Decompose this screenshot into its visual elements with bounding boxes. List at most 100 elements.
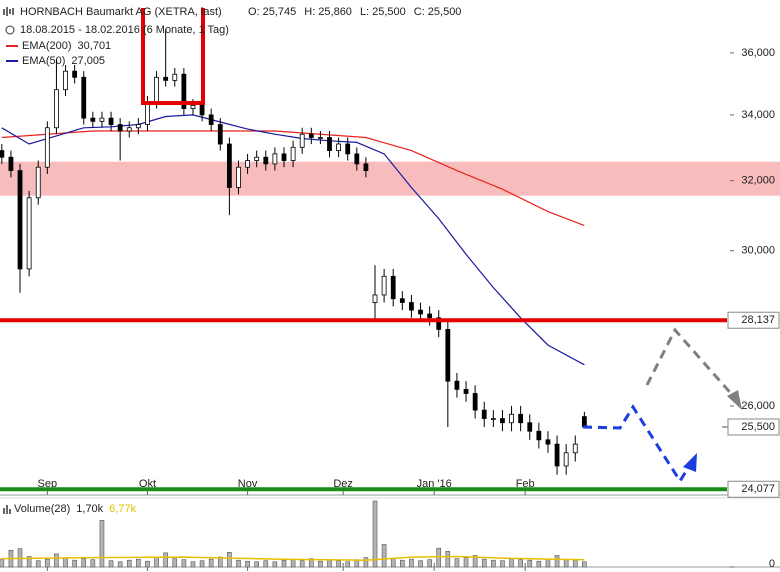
candle-body [8, 156, 14, 171]
volume-bar [35, 560, 41, 568]
y-tick-label: 34,000 [741, 109, 775, 121]
volume-bar [545, 558, 551, 568]
volume-bar [345, 561, 351, 568]
volume-bar [117, 561, 123, 568]
candle-body [472, 393, 478, 411]
volume-bar [208, 558, 214, 568]
volume-ma [1, 555, 585, 561]
candle-body [181, 73, 187, 109]
quote-value: 25,500 [372, 6, 406, 18]
candle-body [236, 166, 241, 188]
last-label-box [727, 418, 780, 436]
x-tick-label: Okt [139, 478, 156, 490]
candle-body [254, 156, 260, 161]
volume-bar [390, 558, 396, 568]
volume-bar [254, 561, 259, 568]
candle-body [390, 275, 396, 300]
candle-body [399, 298, 405, 303]
level-label: 28,137 [741, 314, 775, 326]
candle-body [509, 413, 514, 424]
candle-body [409, 302, 414, 311]
candle-body [35, 166, 41, 199]
volume-bar [245, 560, 250, 568]
legend-label: EMA(200) [22, 40, 72, 52]
candle-body [0, 150, 5, 158]
candle-body [117, 124, 123, 132]
level-label-box [727, 480, 780, 498]
candle-body [90, 117, 96, 122]
candle-body [363, 163, 369, 171]
volume-bar [582, 561, 587, 568]
volume-bar [199, 560, 205, 568]
quote-name: C: [414, 6, 425, 18]
volume-label: 1,70k [76, 503, 103, 515]
volume-bar [272, 561, 278, 568]
last-label: 25,500 [741, 421, 775, 433]
volume-bar [45, 558, 50, 568]
candle-body [454, 380, 460, 390]
candle-body [208, 114, 214, 125]
candle-body [199, 104, 205, 116]
volume-bar [445, 550, 451, 568]
volume-bar [281, 559, 287, 568]
volume-bar [563, 559, 569, 568]
candle-body [26, 197, 32, 270]
under-layer [0, 161, 780, 568]
candle-body [190, 104, 196, 109]
candle-body [418, 309, 423, 315]
quote-name: L: [360, 6, 369, 18]
candle-body [99, 117, 105, 122]
candle-body [108, 117, 114, 125]
x-tick-label: Sep [38, 478, 58, 490]
candle-body [281, 153, 287, 161]
candle-body [490, 418, 496, 420]
x-tick-label: Dez [333, 478, 353, 490]
quote-value: 25,745 [263, 6, 297, 18]
volume-bar [527, 559, 533, 568]
candle-body [135, 124, 141, 129]
volume-bar [336, 560, 341, 568]
volume-icon [3, 505, 11, 514]
volume-bar [381, 544, 387, 568]
volume-bar [81, 558, 87, 568]
candle-body [44, 127, 50, 168]
candle-body [217, 124, 223, 145]
candle-body [226, 143, 232, 188]
volume-bar [108, 560, 114, 568]
volume-bar [227, 552, 232, 568]
volume-bar [136, 558, 141, 568]
volume-bar [372, 500, 378, 568]
volume-title: Volume(28) [14, 503, 70, 515]
arrowhead-blue [683, 453, 697, 472]
volume-bar [63, 557, 68, 568]
quote-name: O: [248, 6, 260, 18]
quote-value: 25,500 [428, 6, 462, 18]
volume-bar [500, 560, 505, 568]
candle-body [336, 143, 342, 151]
volume-bar [436, 547, 442, 568]
candle-body [463, 388, 469, 394]
legend-value: 27,005 [71, 55, 105, 67]
chart-subtitle: 18.08.2015 - 18.02.2016 (6 Monate, 1 Tag… [20, 24, 229, 36]
volume-bar [327, 559, 332, 568]
candle-body [445, 329, 451, 382]
candle-body [54, 89, 59, 129]
candle-body [81, 76, 87, 119]
volume-bar [290, 559, 296, 568]
volume-bar [363, 557, 369, 568]
chart-title: HORNBACH Baumarkt AG (XETRA, last) [20, 6, 222, 18]
volume-bar [400, 559, 405, 568]
candle-body [290, 146, 296, 161]
legend-value: 30,701 [78, 40, 112, 52]
volume-bar [54, 553, 59, 568]
volume-bar [181, 559, 187, 568]
volume-bar [299, 560, 305, 568]
volume-bar [145, 560, 150, 568]
candle-body [172, 73, 178, 81]
volume-bar [536, 560, 542, 568]
volume-bar [172, 558, 178, 568]
candle-body [299, 133, 305, 148]
volume-bar [154, 557, 159, 568]
volume-bar [72, 559, 77, 568]
